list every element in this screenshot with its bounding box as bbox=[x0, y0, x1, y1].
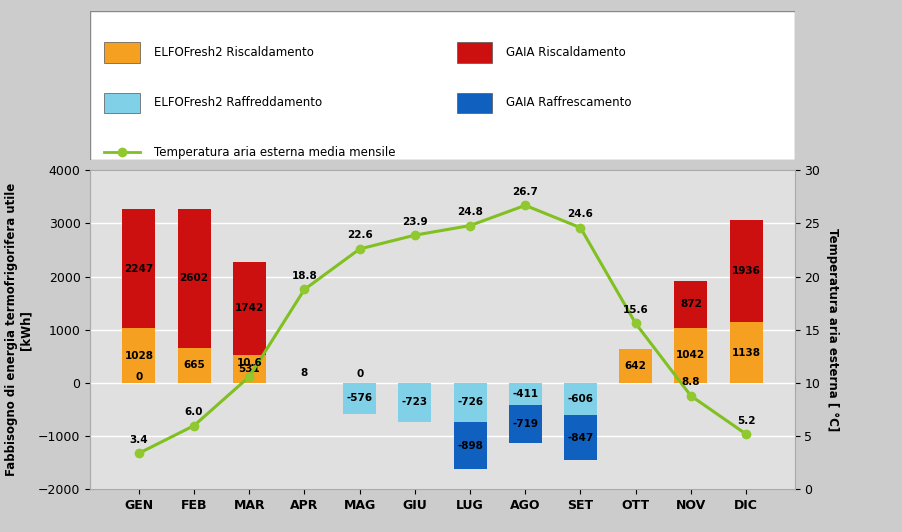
Text: 0: 0 bbox=[135, 372, 143, 382]
Text: 872: 872 bbox=[679, 300, 701, 310]
Bar bbox=[122, 328, 155, 383]
Text: 3.4: 3.4 bbox=[129, 435, 148, 445]
Text: GAIA Riscaldamento: GAIA Riscaldamento bbox=[505, 46, 625, 59]
Bar bbox=[508, 405, 541, 443]
Bar bbox=[563, 415, 596, 460]
Text: -606: -606 bbox=[566, 394, 593, 404]
Text: 15.6: 15.6 bbox=[622, 305, 648, 315]
Text: 24.6: 24.6 bbox=[566, 209, 593, 219]
Text: -411: -411 bbox=[511, 389, 538, 399]
Bar bbox=[674, 281, 706, 328]
Bar bbox=[508, 383, 541, 405]
Text: -723: -723 bbox=[401, 397, 428, 408]
Text: 642: 642 bbox=[624, 361, 646, 371]
Text: 26.7: 26.7 bbox=[511, 187, 538, 197]
Text: 0: 0 bbox=[355, 369, 363, 379]
Text: 5.2: 5.2 bbox=[736, 415, 754, 426]
Text: 1742: 1742 bbox=[235, 303, 263, 313]
Text: -726: -726 bbox=[456, 397, 483, 408]
Bar bbox=[619, 349, 651, 383]
Bar bbox=[233, 262, 265, 355]
FancyBboxPatch shape bbox=[105, 42, 140, 63]
Y-axis label: Temperatura aria esterna [ °C]: Temperatura aria esterna [ °C] bbox=[824, 228, 838, 431]
Text: 2247: 2247 bbox=[124, 263, 153, 273]
Text: 1936: 1936 bbox=[731, 266, 759, 276]
Bar bbox=[398, 383, 431, 421]
Text: 22.6: 22.6 bbox=[346, 230, 373, 240]
Text: GAIA Raffrescamento: GAIA Raffrescamento bbox=[505, 96, 630, 110]
Text: 23.9: 23.9 bbox=[401, 217, 428, 227]
FancyBboxPatch shape bbox=[105, 93, 140, 113]
Text: Temperatura aria esterna media mensile: Temperatura aria esterna media mensile bbox=[153, 146, 395, 159]
Text: 531: 531 bbox=[238, 364, 260, 374]
Bar bbox=[729, 322, 762, 383]
Text: -576: -576 bbox=[346, 393, 373, 403]
Y-axis label: Fabbisogno di energia termofrigorifera utile
[kWh]: Fabbisogno di energia termofrigorifera u… bbox=[5, 183, 32, 477]
Bar bbox=[178, 209, 210, 348]
Text: ELFOFresh2 Riscaldamento: ELFOFresh2 Riscaldamento bbox=[153, 46, 313, 59]
Bar bbox=[729, 220, 762, 322]
Bar bbox=[178, 348, 210, 383]
Text: 8.8: 8.8 bbox=[681, 377, 699, 387]
Text: 6.0: 6.0 bbox=[185, 407, 203, 417]
Text: -898: -898 bbox=[456, 440, 483, 451]
Text: 1042: 1042 bbox=[676, 351, 704, 360]
Bar bbox=[453, 422, 486, 469]
Text: 665: 665 bbox=[183, 360, 205, 370]
Text: 10.6: 10.6 bbox=[236, 358, 262, 368]
Text: -847: -847 bbox=[566, 433, 593, 443]
FancyBboxPatch shape bbox=[456, 42, 492, 63]
FancyBboxPatch shape bbox=[90, 11, 794, 160]
Text: -719: -719 bbox=[511, 419, 538, 429]
Bar bbox=[674, 328, 706, 383]
Text: 24.8: 24.8 bbox=[456, 207, 483, 217]
Text: 8: 8 bbox=[300, 368, 308, 378]
Bar bbox=[563, 383, 596, 415]
Text: 1028: 1028 bbox=[124, 351, 153, 361]
Bar bbox=[453, 383, 486, 422]
Text: 1138: 1138 bbox=[731, 348, 759, 358]
FancyBboxPatch shape bbox=[456, 93, 492, 113]
Text: ELFOFresh2 Raffreddamento: ELFOFresh2 Raffreddamento bbox=[153, 96, 321, 110]
Text: 18.8: 18.8 bbox=[291, 271, 317, 281]
Bar bbox=[343, 383, 376, 414]
Text: 2602: 2602 bbox=[179, 273, 208, 284]
Bar bbox=[122, 209, 155, 328]
Bar bbox=[233, 355, 265, 383]
